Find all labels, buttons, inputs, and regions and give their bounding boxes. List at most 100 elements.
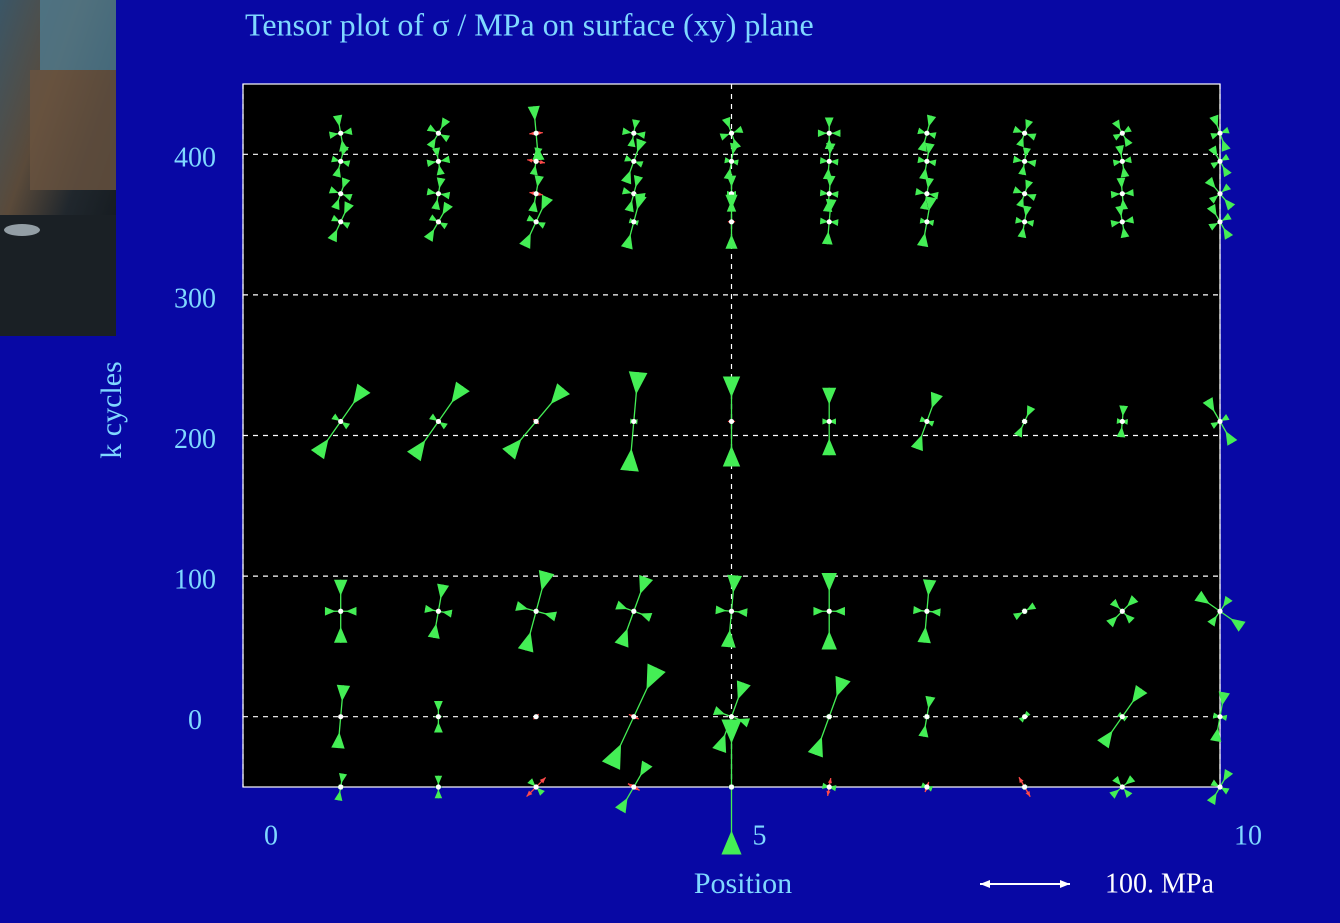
arrowhead: [1112, 775, 1121, 786]
tensor-center: [1022, 784, 1028, 790]
arrowhead: [441, 117, 451, 129]
arrowhead: [712, 706, 726, 716]
arrowhead: [426, 188, 437, 196]
arrowhead: [310, 438, 329, 460]
tensor-center: [1217, 714, 1223, 720]
arrowhead: [1012, 125, 1023, 133]
tensor-center: [924, 158, 930, 164]
arrowhead: [821, 573, 837, 592]
arrowhead: [427, 623, 440, 639]
arrowhead: [1123, 788, 1133, 799]
arrowhead: [1220, 787, 1230, 795]
arrowhead: [622, 127, 632, 135]
arrowhead: [719, 133, 730, 141]
arrowhead: [342, 193, 353, 202]
tensor-center: [1119, 219, 1125, 225]
arrowhead: [1112, 133, 1122, 141]
arrowhead: [1124, 613, 1135, 624]
arrowhead: [327, 229, 338, 243]
principal-stress-2: [1210, 126, 1230, 140]
arrowhead: [436, 177, 446, 189]
arrowhead: [621, 170, 632, 185]
arrowhead: [341, 222, 351, 229]
tensor-center: [533, 191, 539, 197]
arrowhead: [1206, 792, 1217, 805]
arrowhead: [824, 117, 834, 128]
arrowhead: [1013, 426, 1023, 438]
tensor-center: [338, 418, 344, 425]
arrowhead: [426, 159, 437, 167]
arrowhead: [615, 797, 628, 814]
arrowhead: [725, 194, 738, 210]
arrowhead: [819, 157, 829, 164]
tensor-center: [338, 608, 344, 614]
tensor-center: [924, 219, 930, 225]
arrowhead: [1025, 179, 1034, 191]
arrowhead: [1210, 727, 1222, 743]
tensor-center: [435, 784, 441, 790]
arrowhead: [917, 156, 927, 164]
arrowhead: [919, 198, 929, 210]
arrowhead: [819, 189, 829, 197]
arrowhead: [822, 438, 837, 456]
arrowhead: [332, 114, 343, 127]
arrowhead: [429, 413, 438, 421]
arrowhead: [541, 194, 554, 211]
arrowhead: [826, 790, 831, 796]
tensor-center: [533, 158, 539, 164]
arrowhead: [822, 387, 837, 405]
arrowhead: [528, 200, 538, 213]
arrowhead: [1012, 612, 1023, 621]
arrowhead: [830, 158, 839, 166]
tensor-center: [728, 158, 735, 164]
arrowhead: [620, 233, 633, 250]
arrowhead: [345, 606, 357, 616]
tensor-center: [1217, 130, 1223, 136]
arrowhead: [639, 574, 654, 594]
tensor-center: [1119, 191, 1125, 197]
arrowhead: [333, 626, 348, 643]
tensor-center: [1119, 784, 1125, 790]
arrowhead: [807, 736, 823, 758]
arrowhead: [1209, 114, 1219, 127]
arrowhead: [439, 222, 448, 230]
arrowhead: [646, 663, 666, 690]
y-tick-label: 400: [174, 143, 216, 174]
x-tick-label: 5: [753, 820, 767, 851]
arrowhead: [1106, 615, 1118, 628]
arrowhead: [925, 177, 934, 189]
arrowhead: [543, 611, 557, 622]
arrowhead: [831, 129, 841, 137]
arrowhead: [1026, 602, 1037, 611]
arrowhead: [821, 231, 833, 245]
tensor-center: [1217, 158, 1223, 164]
arrowhead: [344, 201, 354, 215]
arrowhead: [828, 418, 836, 425]
tensor-center: [826, 130, 832, 136]
arrowhead: [819, 217, 829, 225]
arrowhead: [830, 219, 839, 226]
arrowhead: [821, 631, 837, 650]
tensor-center: [826, 158, 832, 164]
tensor-center: [826, 608, 832, 614]
arrowhead: [916, 232, 929, 248]
arrowhead: [1125, 775, 1136, 785]
arrowhead: [729, 142, 740, 155]
arrowhead: [1115, 145, 1124, 157]
arrowhead: [725, 234, 738, 249]
arrowhead: [925, 695, 936, 709]
arrowhead: [428, 214, 438, 222]
arrowhead: [927, 159, 937, 167]
tensor-center: [1217, 191, 1223, 197]
arrowhead: [913, 606, 924, 615]
principal-stress-1: [807, 675, 851, 758]
arrowhead: [1112, 119, 1121, 130]
arrowhead: [440, 191, 451, 200]
arrowhead: [822, 418, 830, 425]
arrowhead: [634, 194, 647, 210]
tensor-center: [826, 784, 832, 790]
arrowhead: [328, 131, 339, 139]
arrowhead: [324, 606, 336, 616]
arrowhead: [1012, 155, 1023, 164]
